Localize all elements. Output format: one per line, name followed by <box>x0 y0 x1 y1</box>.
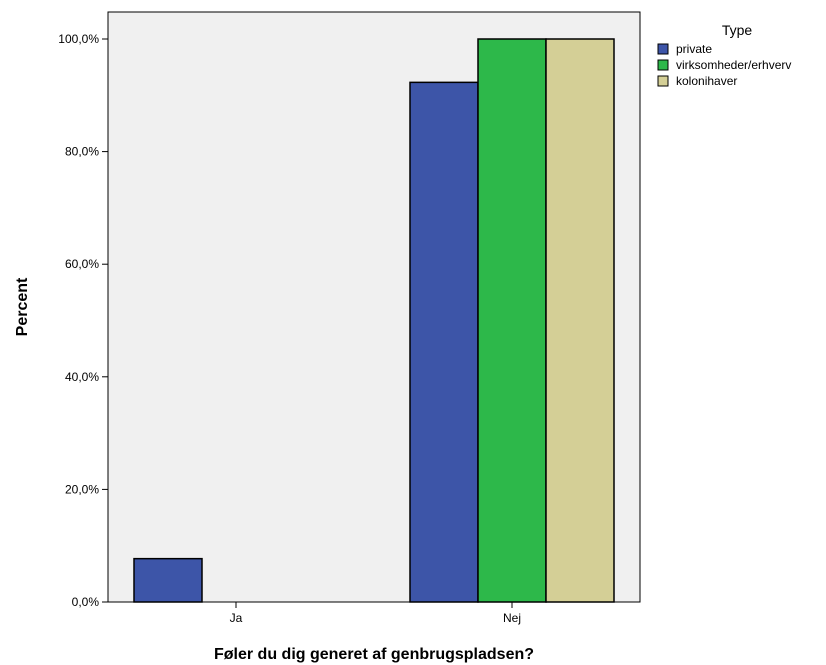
bar-virksomheder-erhverv-nej <box>477 38 547 603</box>
bar-kolonihaver-nej <box>545 38 615 603</box>
y-tick-label: 20,0% <box>65 482 99 496</box>
x-axis: Ja Nej <box>230 602 521 625</box>
x-tick-label: Nej <box>503 611 521 625</box>
y-tick-label: 0,0% <box>72 595 100 609</box>
legend-label: virksomheder/erhverv <box>676 58 791 72</box>
legend-swatch <box>657 43 669 55</box>
legend-label: private <box>676 42 712 56</box>
y-tick-label: 100,0% <box>58 32 99 46</box>
y-tick-label: 60,0% <box>65 257 99 271</box>
bars <box>133 38 615 603</box>
legend-title: Type <box>722 22 753 38</box>
y-tick-label: 40,0% <box>65 370 99 384</box>
legend-swatch <box>657 59 669 71</box>
bar-private-nej <box>409 81 479 603</box>
bar-private-ja <box>133 557 203 603</box>
y-axis-title: Percent <box>14 277 31 336</box>
y-axis: 0,0% 20,0% 40,0% 60,0% 80,0% 100,0% <box>58 32 108 609</box>
x-axis-title: Føler du dig generet af genbrugspladsen? <box>214 646 534 663</box>
legend: Type private virksomheder/erhverv koloniha… <box>657 22 791 88</box>
y-tick-label: 80,0% <box>65 145 99 159</box>
legend-label: kolonihaver <box>676 74 737 88</box>
legend-swatch <box>657 75 669 87</box>
x-tick-label: Ja <box>230 611 243 625</box>
